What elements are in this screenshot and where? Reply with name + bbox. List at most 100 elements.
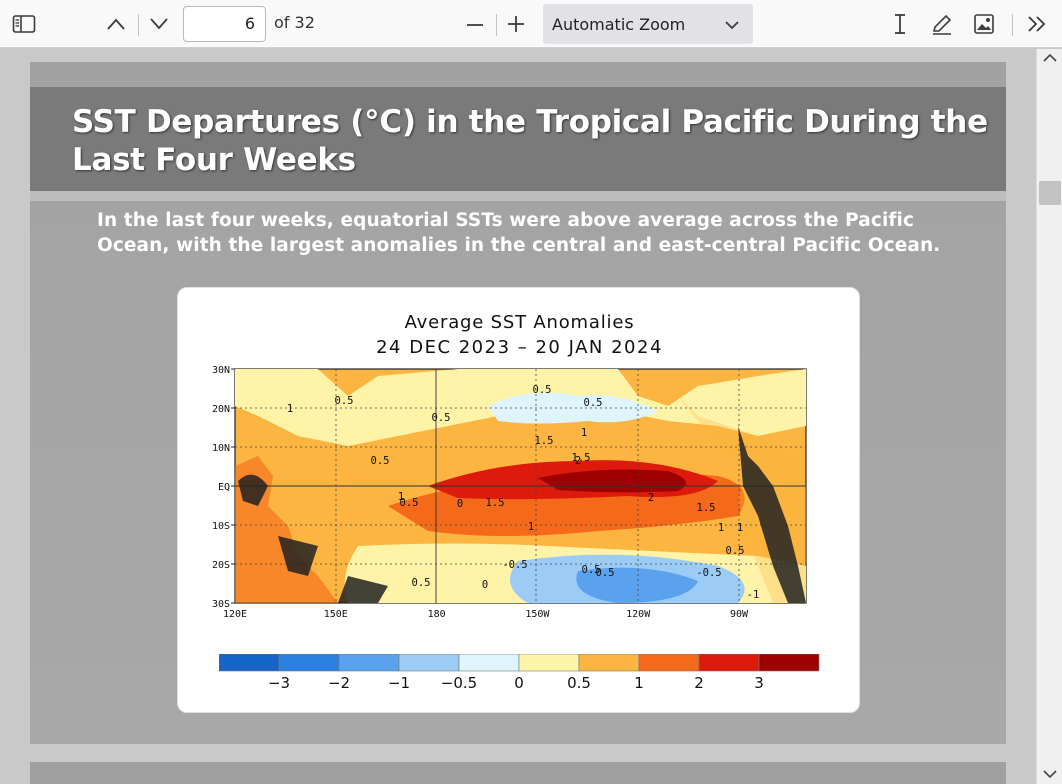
- double-chevron-right-icon: [1028, 16, 1046, 32]
- map-title: Average SST Anomalies: [404, 312, 635, 333]
- colorbar-label: −0.5: [440, 674, 478, 692]
- latitude-label: 30N: [212, 366, 230, 376]
- page-number-input[interactable]: 6: [183, 6, 266, 42]
- colorbar-label: 2: [694, 674, 704, 692]
- draw-tool-button[interactable]: [926, 10, 958, 38]
- contour-label: 0.5: [400, 497, 419, 509]
- minus-icon: [467, 24, 483, 26]
- chevron-up-icon: [107, 18, 125, 30]
- colorbar-label: −3: [267, 674, 291, 692]
- previous-page-button[interactable]: [100, 10, 132, 38]
- colorbar-cell: [219, 654, 280, 672]
- zoom-in-button[interactable]: [501, 10, 531, 38]
- longitude-label: 120E: [223, 609, 247, 620]
- contour-label: -0.5: [696, 567, 721, 579]
- colorbar-cell: [278, 654, 340, 672]
- contour-label: -0.5: [502, 559, 527, 571]
- colorbar-label: −1: [387, 674, 411, 692]
- longitude-label: 150W: [525, 609, 550, 620]
- toolbar-separator: [138, 14, 139, 36]
- plus-icon: [508, 16, 524, 32]
- contour-label: -1: [747, 589, 760, 601]
- zoom-out-button[interactable]: [460, 10, 490, 38]
- contour-label: 0: [457, 498, 463, 510]
- scroll-up-arrow-icon[interactable]: [1043, 53, 1057, 63]
- contour-label: 1: [718, 522, 724, 534]
- toolbar-separator: [1012, 14, 1013, 36]
- contour-label: 0.5: [582, 564, 601, 576]
- latitude-label: 10N: [212, 443, 230, 454]
- colorbar-cell: [518, 654, 580, 672]
- scroll-down-arrow-icon[interactable]: [1043, 769, 1057, 779]
- contour-label: 1.5: [697, 502, 716, 514]
- document-viewer[interactable]: SST Departures (°C) in the Tropical Paci…: [0, 49, 1036, 784]
- chevron-down-icon: [150, 18, 168, 30]
- longitude-label: 180: [428, 609, 446, 620]
- sidebar-icon: [12, 15, 36, 33]
- longitude-label: 150E: [324, 609, 348, 620]
- contour-label: 1: [528, 521, 534, 533]
- latitude-label: 20N: [212, 404, 230, 415]
- colorbar-cell: [638, 654, 700, 672]
- contour-labels: 10.50.50.500.51 1.5 21.5120.511.51.5110.50…: [287, 384, 759, 601]
- colorbar-cell: [578, 654, 640, 672]
- colorbar-label: 0: [514, 674, 524, 692]
- latitude-label: EQ: [218, 482, 230, 493]
- latitude-label: 10S: [212, 521, 230, 532]
- slide-title: SST Departures (°C) in the Tropical Paci…: [72, 104, 988, 178]
- latitude-labels: 30N 20N 10N EQ 10S 20S 30S: [212, 366, 235, 610]
- add-image-button[interactable]: [968, 10, 1000, 38]
- contour-label: 0.5: [596, 567, 615, 579]
- contour-label: 1: [287, 403, 293, 415]
- colorbar-cell: [338, 654, 400, 672]
- colorbar: [219, 654, 820, 672]
- more-tools-button[interactable]: [1020, 10, 1054, 38]
- page-count-label: of 32: [274, 13, 315, 32]
- contour-label: 0.5: [432, 412, 451, 424]
- sidebar-toggle-button[interactable]: [8, 10, 40, 38]
- longitude-labels: 120E 150E 180 150W 120W 90W: [223, 609, 749, 620]
- colorbar-cell: [398, 654, 460, 672]
- zoom-select[interactable]: Automatic Zoom: [543, 4, 753, 44]
- vertical-scrollbar[interactable]: [1036, 49, 1062, 784]
- text-tool-button[interactable]: [884, 10, 916, 38]
- colorbar-label: 3: [754, 674, 764, 692]
- contour-label: 2: [575, 455, 581, 467]
- contour-label: 0.5: [412, 577, 431, 589]
- contour-label: 1: [581, 427, 587, 439]
- longitude-label: 120W: [626, 609, 651, 620]
- contour-label: 0.5: [335, 395, 354, 407]
- scrollbar-thumb[interactable]: [1039, 181, 1061, 205]
- contour-label: 0.5: [584, 397, 603, 409]
- map-date-range: 24 DEC 2023 – 20 JAN 2024: [376, 337, 663, 358]
- colorbar-label: 1: [634, 674, 644, 692]
- colorbar-label: −2: [327, 674, 351, 692]
- contour-label: 0: [482, 579, 488, 591]
- text-cursor-icon: [895, 14, 905, 34]
- sst-anomaly-figure: Average SST Anomalies 24 DEC 2023 – 20 J…: [177, 287, 860, 713]
- next-page-button[interactable]: [143, 10, 175, 38]
- title-band: SST Departures (°C) in the Tropical Paci…: [30, 87, 1006, 201]
- contour-label: 1: [398, 491, 404, 503]
- contour-label: 1.5: [486, 497, 505, 509]
- colorbar-label: 0.5: [567, 674, 591, 692]
- contour-label: 2: [648, 492, 654, 504]
- slide-body-text: In the last four weeks, equatorial SSTs …: [97, 210, 941, 256]
- chevron-down-icon: [725, 21, 739, 30]
- contour-label: 0.5: [726, 545, 745, 557]
- sst-anomaly-map: 30N 20N 10N EQ 10S 20S 30S 120E 150E 180 150W 120W…: [212, 366, 807, 620]
- contour-label: 0.5: [371, 455, 390, 467]
- contour-label: 1.5: [535, 435, 554, 447]
- colorbar-cell: [758, 654, 820, 672]
- longitude-label: 90W: [730, 609, 749, 620]
- colorbar-cell: [698, 654, 760, 672]
- next-pdf-page: [30, 762, 1006, 784]
- latitude-label: 20S: [212, 560, 230, 571]
- zoom-select-label: Automatic Zoom: [552, 15, 686, 34]
- pen-icon: [932, 14, 952, 35]
- colorbar-cell: [458, 654, 520, 672]
- latitude-label: 30S: [212, 599, 230, 610]
- title-stripe: [30, 191, 1006, 201]
- contour-label: 1.5: [572, 452, 591, 464]
- toolbar-separator: [496, 14, 497, 36]
